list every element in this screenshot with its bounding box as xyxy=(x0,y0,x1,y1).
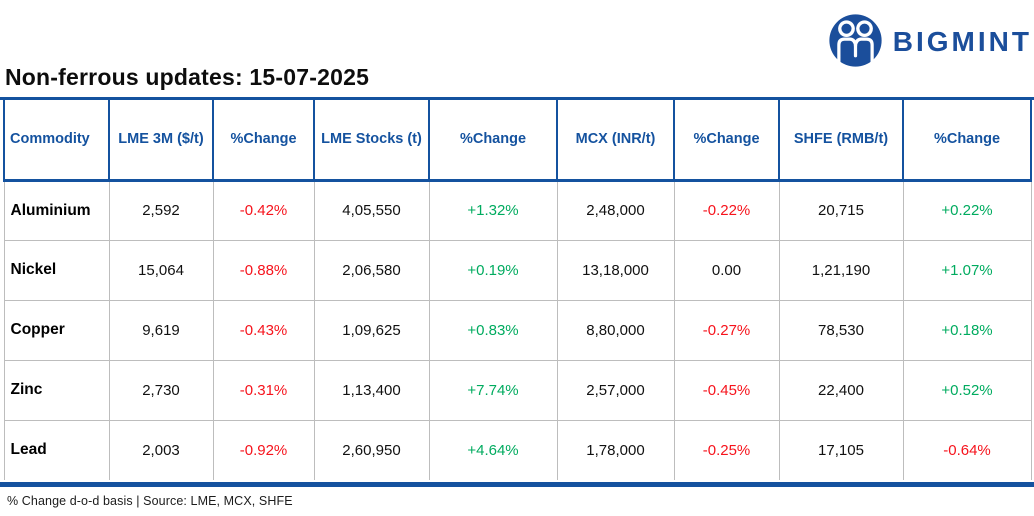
column-header-lme-3m-t: LME 3M ($/t) xyxy=(108,100,214,182)
table-row: Aluminium 2,592 -0.42% 4,05,550 +1.32% 2,48,0… xyxy=(3,179,1032,241)
table-cell: +0.18% xyxy=(902,299,1032,361)
table-cell: 78,530 xyxy=(778,299,904,361)
bigmint-logo-text: BIGMINT xyxy=(892,25,1032,57)
table-cell: 15,064 xyxy=(108,239,214,301)
commodity-table: Commodity LME 3M ($/t) %Change LME Stocks (… xyxy=(3,100,1032,480)
table-cell: 20,715 xyxy=(778,179,904,241)
table-cell: +0.83% xyxy=(428,299,558,361)
table-cell: 0.00 xyxy=(673,239,780,301)
table-cell: -0.88% xyxy=(212,239,315,301)
column-header-change: %Change xyxy=(902,100,1032,182)
table-cell: +0.52% xyxy=(902,359,1032,421)
page-title: Non-ferrous updates: 15-07-2025 xyxy=(5,64,370,90)
table-cell: 2,48,000 xyxy=(556,179,675,241)
table-cell: -0.64% xyxy=(902,419,1032,480)
table-cell: -0.31% xyxy=(212,359,315,421)
table-cell: +7.74% xyxy=(428,359,558,421)
table-cell: +1.32% xyxy=(428,179,558,241)
table-cell: +1.07% xyxy=(902,239,1032,301)
table-cell: 2,003 xyxy=(108,419,214,480)
table-cell: -0.22% xyxy=(673,179,780,241)
table-cell: 22,400 xyxy=(778,359,904,421)
table-body: Aluminium 2,592 -0.42% 4,05,550 +1.32% 2,48,0… xyxy=(3,179,1032,480)
column-header-change: %Change xyxy=(673,100,780,182)
table-bottom-divider xyxy=(0,482,1034,487)
table-cell: 1,78,000 xyxy=(556,419,675,480)
table-cell: +0.22% xyxy=(902,179,1032,241)
table-cell: 2,06,580 xyxy=(313,239,430,301)
table-cell: -0.25% xyxy=(673,419,780,480)
table-header-row: Commodity LME 3M ($/t) %Change LME Stocks (… xyxy=(3,100,1032,182)
table-cell: 1,21,190 xyxy=(778,239,904,301)
table-row: Lead 2,003 -0.92% 2,60,950 +4.64% 1,78,000 -0.… xyxy=(3,419,1032,480)
table-cell: 2,592 xyxy=(108,179,214,241)
commodity-name: Copper xyxy=(3,299,110,361)
table-cell: -0.27% xyxy=(673,299,780,361)
table-cell: -0.42% xyxy=(212,179,315,241)
table-cell: 4,05,550 xyxy=(313,179,430,241)
column-header-mcx-inr-t: MCX (INR/t) xyxy=(556,100,675,182)
table-cell: -0.92% xyxy=(212,419,315,480)
column-header-commodity: Commodity xyxy=(3,100,110,182)
commodity-name: Nickel xyxy=(3,239,110,301)
table-cell: +0.19% xyxy=(428,239,558,301)
commodity-name: Aluminium xyxy=(3,179,110,241)
table-cell: 1,13,400 xyxy=(313,359,430,421)
table-cell: +4.64% xyxy=(428,419,558,480)
table-cell: 1,09,625 xyxy=(313,299,430,361)
table-cell: -0.45% xyxy=(673,359,780,421)
table-cell: 9,619 xyxy=(108,299,214,361)
table-cell: 13,18,000 xyxy=(556,239,675,301)
table-cell: 2,57,000 xyxy=(556,359,675,421)
bigmint-logo-icon xyxy=(829,14,882,68)
table-cell: 17,105 xyxy=(778,419,904,480)
table-cell: -0.43% xyxy=(212,299,315,361)
column-header-shfe-rmb-t: SHFE (RMB/t) xyxy=(778,100,904,182)
table-cell: 8,80,000 xyxy=(556,299,675,361)
table-cell: 2,60,950 xyxy=(313,419,430,480)
table-cell: 2,730 xyxy=(108,359,214,421)
commodity-name: Lead xyxy=(3,419,110,480)
column-header-lme-stocks-t: LME Stocks (t) xyxy=(313,100,430,182)
column-header-change: %Change xyxy=(212,100,315,182)
source-note: % Change d-o-d basis | Source: LME, MCX,… xyxy=(7,494,293,508)
table-row: Nickel 15,064 -0.88% 2,06,580 +0.19% 13,18,00… xyxy=(3,239,1032,301)
bigmint-logo: BIGMINT xyxy=(827,13,1032,70)
column-header-change: %Change xyxy=(428,100,558,182)
table-row: Zinc 2,730 -0.31% 1,13,400 +7.74% 2,57,000 -0.… xyxy=(3,359,1032,421)
table-row: Copper 9,619 -0.43% 1,09,625 +0.83% 8,80,000-… xyxy=(3,299,1032,361)
commodity-name: Zinc xyxy=(3,359,110,421)
title-divider xyxy=(0,97,1034,100)
